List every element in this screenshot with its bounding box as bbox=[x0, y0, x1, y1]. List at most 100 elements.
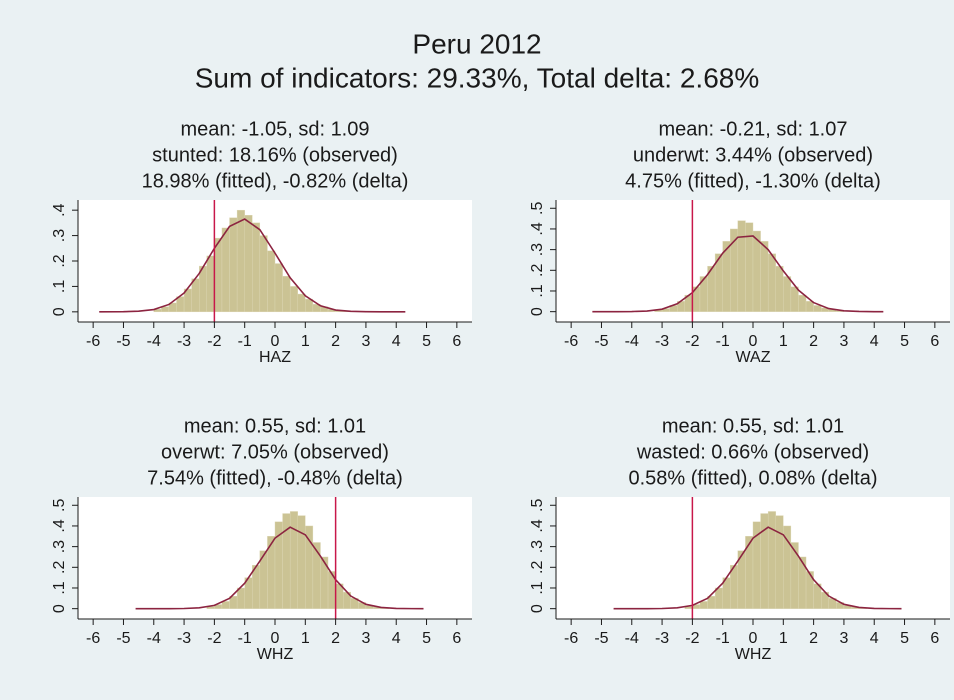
bar bbox=[752, 230, 761, 312]
bar bbox=[699, 601, 708, 609]
x-tick-label: -3 bbox=[177, 333, 191, 350]
bar bbox=[214, 237, 223, 313]
x-tick-label: 2 bbox=[809, 630, 818, 647]
x-tick-label: -3 bbox=[177, 630, 191, 647]
x-tick-label: 5 bbox=[900, 333, 909, 350]
bar bbox=[297, 515, 306, 609]
x-tick-label: -2 bbox=[685, 333, 699, 350]
x-tick-label: -1 bbox=[716, 333, 730, 350]
x-tick-label: -1 bbox=[716, 630, 730, 647]
panel-title: mean: 0.55, sd: 1.01 bbox=[662, 415, 844, 437]
x-tick-label: 6 bbox=[452, 630, 461, 647]
x-tick-label: 0 bbox=[271, 630, 280, 647]
panel-title: overwt: 7.05% (observed) bbox=[161, 441, 389, 463]
panel-title: 18.98% (fitted), -0.82% (delta) bbox=[142, 170, 409, 192]
bar bbox=[221, 601, 230, 609]
x-tick-label: 3 bbox=[839, 630, 848, 647]
x-tick-label: 5 bbox=[422, 333, 431, 350]
x-tick-label: 2 bbox=[331, 630, 340, 647]
y-tick-label: .5 bbox=[51, 498, 68, 511]
x-tick-label: 1 bbox=[779, 333, 788, 350]
x-tick-label: -5 bbox=[594, 630, 608, 647]
bar bbox=[259, 235, 268, 313]
x-axis-label: WHZ bbox=[257, 646, 294, 663]
bar bbox=[252, 222, 261, 313]
bar bbox=[767, 511, 776, 609]
bar bbox=[206, 255, 215, 313]
x-tick-label: 4 bbox=[392, 333, 401, 350]
y-tick-label: .1 bbox=[529, 284, 546, 297]
panel-title: mean: 0.55, sd: 1.01 bbox=[184, 415, 366, 437]
bar bbox=[267, 250, 276, 313]
x-tick-label: -2 bbox=[207, 333, 221, 350]
y-tick-label: 0 bbox=[529, 604, 546, 613]
x-tick-label: 2 bbox=[331, 333, 340, 350]
x-tick-label: -4 bbox=[625, 630, 639, 647]
x-tick-label: 4 bbox=[870, 630, 879, 647]
x-tick-label: -6 bbox=[86, 630, 100, 647]
y-tick-label: .2 bbox=[51, 561, 68, 574]
y-tick-label: .1 bbox=[51, 581, 68, 594]
x-tick-label: 4 bbox=[392, 630, 401, 647]
x-tick-label: -1 bbox=[238, 333, 252, 350]
y-tick-label: .4 bbox=[51, 519, 68, 532]
bar bbox=[790, 286, 799, 312]
x-tick-label: -4 bbox=[625, 333, 639, 350]
bar bbox=[282, 276, 291, 313]
bar bbox=[767, 253, 776, 312]
y-tick-label: .4 bbox=[51, 203, 68, 216]
y-tick-label: 0 bbox=[51, 604, 68, 613]
y-tick-label: .5 bbox=[529, 498, 546, 511]
bar bbox=[714, 587, 723, 609]
bar bbox=[790, 542, 799, 609]
chart-subtitle: Sum of indicators: 29.33%, Total delta: … bbox=[195, 62, 759, 93]
bar bbox=[737, 220, 746, 312]
bar bbox=[760, 241, 769, 312]
bar bbox=[805, 301, 814, 312]
x-tick-label: -2 bbox=[207, 630, 221, 647]
y-tick-label: .3 bbox=[529, 540, 546, 553]
x-tick-label: 0 bbox=[271, 333, 280, 350]
bar bbox=[813, 305, 822, 312]
x-tick-label: 5 bbox=[900, 630, 909, 647]
chart-title: Peru 2012 bbox=[412, 28, 541, 59]
bar bbox=[236, 587, 245, 609]
bar bbox=[289, 286, 298, 313]
x-tick-label: 1 bbox=[779, 630, 788, 647]
y-tick-label: .1 bbox=[51, 280, 68, 293]
x-axis-label: WHZ bbox=[735, 646, 772, 663]
bar bbox=[775, 515, 784, 609]
x-tick-label: -3 bbox=[655, 333, 669, 350]
y-tick-label: 0 bbox=[51, 307, 68, 316]
panel-title: mean: -0.21, sd: 1.07 bbox=[658, 118, 847, 140]
y-tick-label: .4 bbox=[529, 222, 546, 235]
bar bbox=[312, 542, 321, 609]
fit-curve bbox=[613, 526, 902, 610]
bar bbox=[775, 265, 784, 312]
bar bbox=[274, 263, 283, 313]
panel-title: wasted: 0.66% (observed) bbox=[636, 441, 869, 463]
fit-curve bbox=[135, 526, 424, 610]
x-tick-label: -5 bbox=[116, 630, 130, 647]
y-tick-label: 0 bbox=[529, 307, 546, 316]
y-tick-label: .5 bbox=[529, 201, 546, 214]
x-tick-label: 6 bbox=[930, 630, 939, 647]
x-tick-label: 1 bbox=[301, 333, 310, 350]
bar bbox=[297, 293, 306, 313]
bar bbox=[798, 294, 807, 312]
panel-title: stunted: 18.16% (observed) bbox=[152, 144, 398, 166]
bar bbox=[221, 227, 230, 313]
x-tick-label: 0 bbox=[749, 630, 758, 647]
x-tick-label: -6 bbox=[86, 333, 100, 350]
x-tick-label: -2 bbox=[685, 630, 699, 647]
fit-curve bbox=[99, 218, 406, 313]
x-tick-label: -5 bbox=[594, 333, 608, 350]
panel-title: 7.54% (fitted), -0.48% (delta) bbox=[147, 467, 403, 489]
x-tick-label: 0 bbox=[749, 333, 758, 350]
panel-title: 0.58% (fitted), 0.08% (delta) bbox=[628, 467, 877, 489]
fit-curve bbox=[592, 235, 884, 313]
x-tick-label: 3 bbox=[839, 333, 848, 350]
bar bbox=[161, 306, 170, 313]
